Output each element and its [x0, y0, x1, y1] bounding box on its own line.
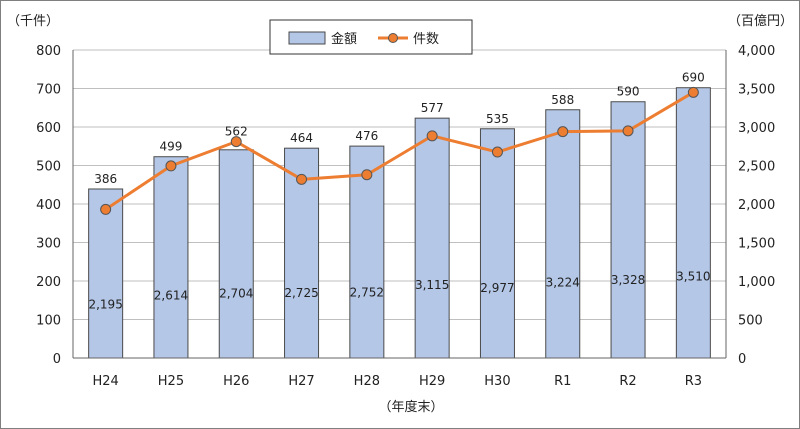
line-marker — [491, 146, 503, 158]
line-marker — [361, 169, 373, 181]
line-data-label: 577 — [421, 101, 444, 115]
bar — [479, 128, 515, 359]
x-tick-label: H29 — [419, 374, 445, 389]
line-marker — [100, 203, 112, 215]
bar — [610, 101, 646, 359]
left-axis-unit: （千件） — [7, 14, 59, 29]
left-tick-label: 100 — [36, 314, 61, 329]
line-marker — [622, 125, 634, 137]
legend-bar-label: 金額 — [331, 31, 357, 47]
legend: 金額 件数 — [269, 19, 473, 55]
x-tick-label: H26 — [223, 374, 249, 389]
bar-data-label: 3,115 — [415, 278, 449, 292]
bar-data-label: 2,977 — [480, 281, 514, 295]
bar-data-label: 3,510 — [676, 269, 710, 283]
right-tick-label: 1,000 — [738, 275, 775, 290]
line-marker — [687, 86, 699, 98]
line-marker — [426, 130, 438, 142]
line-data-label: 590 — [617, 85, 640, 99]
bar-data-label: 2,195 — [88, 298, 122, 312]
line-series — [100, 86, 699, 215]
right-tick-label: 2,000 — [738, 198, 775, 213]
right-tick-label: 4,000 — [738, 44, 775, 59]
bar — [218, 149, 254, 359]
left-tick-label: 200 — [36, 275, 61, 290]
legend-bar-swatch — [288, 31, 326, 45]
bar — [349, 145, 385, 359]
bar-data-label: 3,328 — [611, 273, 645, 287]
bar — [153, 156, 189, 359]
line-marker — [165, 160, 177, 172]
bar-data-label: 2,752 — [350, 286, 384, 300]
line-data-label: 690 — [682, 71, 705, 85]
tick-labels: 0 100 200 300 400 500 600 700 800 0 500 1,000 1,500 2… — [36, 44, 775, 389]
left-tick-label: 0 — [53, 352, 61, 367]
legend-line-label: 件数 — [413, 32, 439, 47]
line-data-label: 476 — [355, 129, 378, 143]
line-data-label: 464 — [290, 131, 313, 145]
bar-data-label: 2,614 — [154, 289, 188, 303]
bar-data-label: 3,224 — [546, 275, 580, 289]
line-data-label: 535 — [486, 112, 509, 126]
left-tick-label: 400 — [36, 198, 61, 213]
data-labels: 2,195 2,614 2,704 2,725 2,752 3,115 2,977 3,224… — [88, 71, 710, 312]
right-tick-label: 3,500 — [738, 83, 775, 98]
x-tick-label: H27 — [288, 374, 314, 389]
left-tick-label: 700 — [36, 83, 61, 98]
left-tick-label: 300 — [36, 237, 61, 252]
left-tick-label: 600 — [36, 121, 61, 136]
bar-series — [88, 87, 711, 359]
left-tick-label: 800 — [36, 44, 61, 59]
bar — [414, 117, 450, 359]
right-tick-label: 2,500 — [738, 160, 775, 175]
legend-line-marker — [388, 33, 398, 43]
left-tick-label: 500 — [36, 160, 61, 175]
x-tick-label: H28 — [354, 374, 380, 389]
x-tick-label: H25 — [158, 374, 184, 389]
bar-data-label: 2,704 — [219, 287, 253, 301]
x-tick-label: R2 — [619, 374, 636, 389]
right-tick-label: 1,500 — [738, 237, 775, 252]
x-tick-label: R1 — [554, 374, 571, 389]
right-tick-label: 0 — [738, 352, 746, 367]
line-marker — [230, 136, 242, 148]
x-tick-label: H30 — [484, 374, 510, 389]
right-tick-label: 3,000 — [738, 121, 775, 136]
bar-data-label: 2,725 — [284, 286, 318, 300]
bar — [675, 87, 711, 359]
line-data-label: 588 — [551, 93, 574, 107]
line-data-label: 562 — [225, 125, 248, 139]
line-marker — [557, 126, 569, 138]
x-tick-label: R3 — [685, 374, 702, 389]
axes — [72, 50, 727, 359]
right-tick-label: 500 — [738, 314, 763, 329]
bar — [88, 188, 124, 359]
line-marker — [296, 173, 308, 185]
line-data-label: 386 — [94, 172, 117, 186]
right-axis-unit: （百億円） — [728, 13, 793, 29]
line-data-label: 499 — [159, 140, 182, 154]
x-axis-label: （年度末） — [378, 399, 443, 415]
series-line — [104, 91, 695, 211]
x-tick-label: H24 — [92, 374, 118, 389]
bar — [545, 109, 581, 359]
